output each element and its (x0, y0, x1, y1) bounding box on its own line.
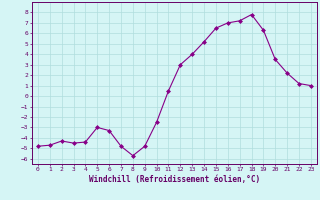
X-axis label: Windchill (Refroidissement éolien,°C): Windchill (Refroidissement éolien,°C) (89, 175, 260, 184)
